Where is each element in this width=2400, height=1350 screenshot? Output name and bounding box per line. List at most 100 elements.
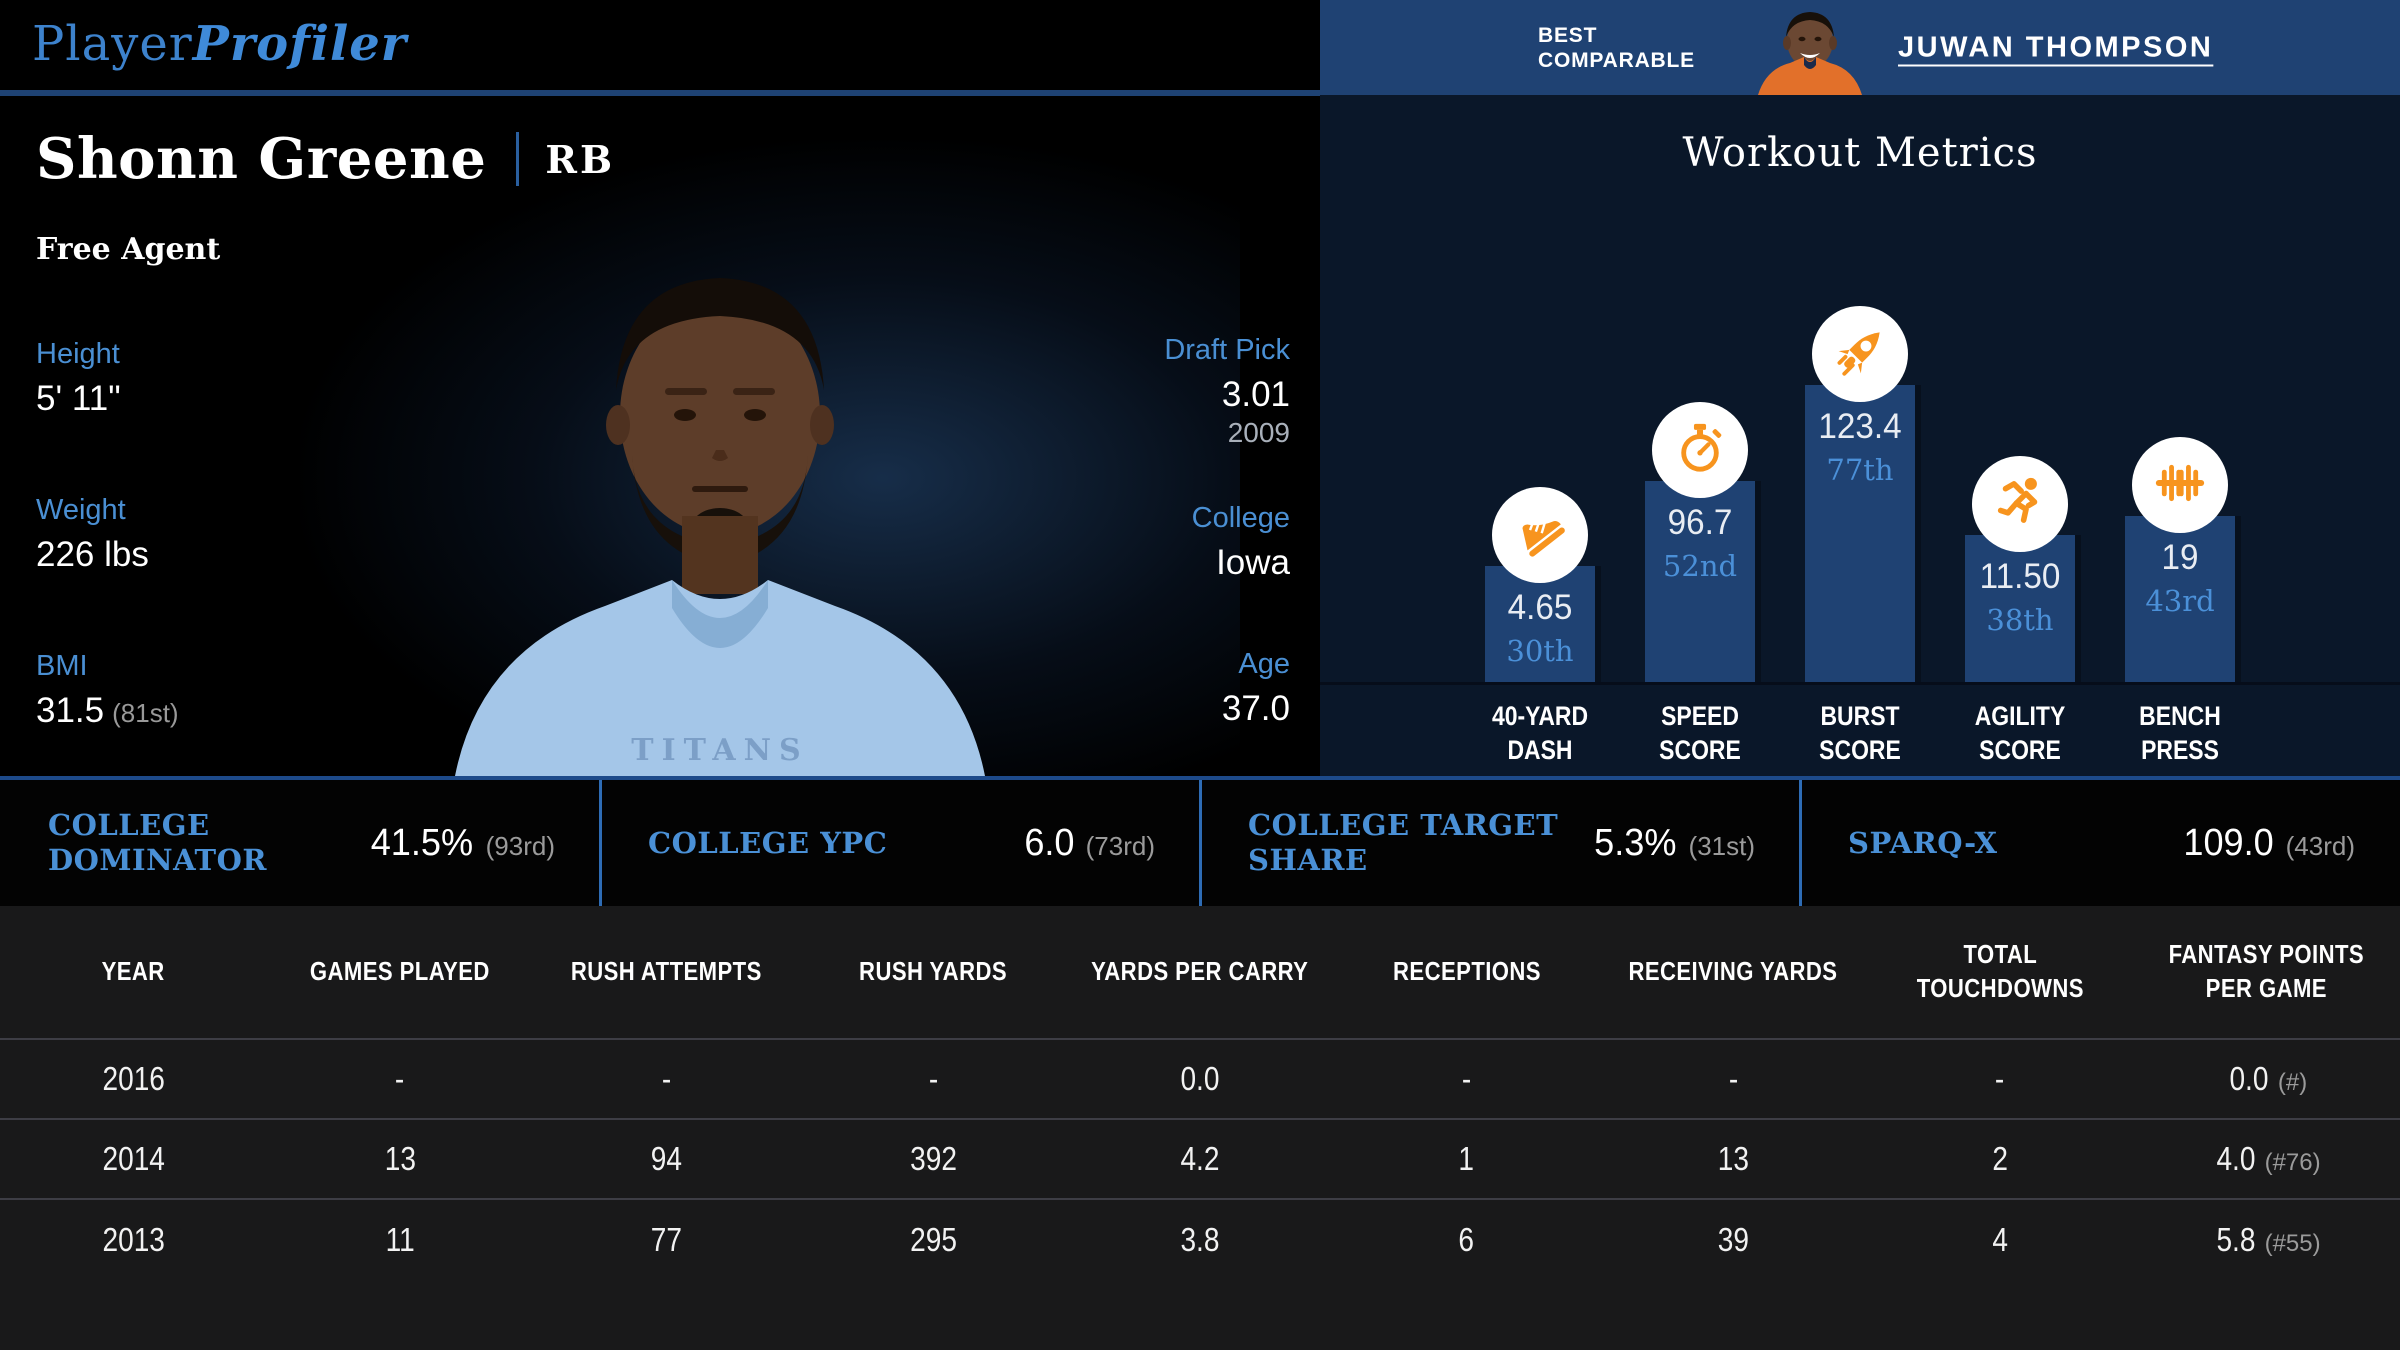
table-cell-text: 0.0 [1180, 1060, 1220, 1097]
runner-icon [1991, 473, 2049, 536]
college-metric-value: 41.5% [370, 821, 473, 864]
metric-group-burst-score: 123.4 77th [1780, 0, 1940, 682]
metric-group-speed-score: 96.7 52nd [1620, 0, 1780, 682]
stat-value: 31.5 (81st) [36, 691, 179, 730]
college-metric-rank: (73rd) [1085, 830, 1155, 861]
table-cell: 13 [1600, 1140, 1867, 1178]
table-cell-text: - [928, 1060, 938, 1097]
college-metric-label: COLLEGE YPC [648, 825, 888, 860]
player-headshot-illustration: TITANS [455, 278, 985, 776]
college-metric-valuewrap: 5.3% (31st) [1592, 822, 1755, 865]
stat-label: Draft Pick [1164, 334, 1290, 366]
stat-label: BMI [36, 650, 88, 682]
metric-percentile: 30th [1506, 634, 1574, 668]
metric-circle [1972, 456, 2068, 552]
stat-label: Age [1238, 648, 1290, 680]
college-metric-valuewrap: 6.0 (73rd) [1023, 822, 1155, 865]
table-cell: - [533, 1060, 800, 1098]
band-divider [599, 780, 602, 906]
band-divider [1199, 780, 1202, 906]
table-cell: 2013 [0, 1221, 267, 1259]
college-metric-value: 5.3% [1594, 821, 1677, 864]
table-header-cell: RECEPTIONS [1333, 955, 1600, 989]
metric-circle [1812, 306, 1908, 402]
table-header-text: GAMES PLAYED [310, 956, 490, 987]
college-metric-2: COLLEGE YPC 6.0 (73rd) [600, 780, 1200, 906]
logo-text-regular: Player [32, 16, 193, 72]
table-cell: 11 [267, 1221, 534, 1259]
workout-metrics-panel: BEST COMPARABLE JUWAN THOMPSON Workout M… [1320, 0, 2400, 776]
table-header-cell: GAMES PLAYED [267, 955, 534, 989]
stat-bmi: BMI 31.5 (81st) [36, 650, 179, 731]
college-metric-rank: (43rd) [2285, 830, 2355, 861]
metric-percentile: 77th [1826, 453, 1894, 487]
fantasy-points-rank: (#) [2277, 1069, 2308, 1096]
table-cell-text: - [661, 1060, 672, 1097]
table-cell-text: 13 [384, 1140, 416, 1177]
chart-axis-line [1320, 682, 2400, 685]
stat-label: College [1191, 502, 1290, 534]
metric-value: 96.7 [1667, 503, 1733, 542]
table-cell-text: 2 [1992, 1140, 2008, 1177]
college-metrics-band: COLLEGE DOMINATOR 41.5% (93rd) COLLEGE YPC 6… [0, 780, 2400, 906]
fantasy-points-value: 4.0 [2216, 1140, 2256, 1177]
metric-bar [1805, 385, 1915, 682]
logo-text-italic: Profiler [192, 16, 408, 72]
player-title-row: Shonn Greene RB [36, 126, 615, 192]
metric-value: 4.65 [1507, 588, 1573, 627]
table-row-2016: 2016 - - - 0.0 - - - 0.0 (#) [0, 1040, 2400, 1120]
table-cell-text: - [1995, 1060, 2005, 1097]
position-divider [516, 132, 520, 186]
table-header-text: FANTASY POINTS PER GAME [2168, 939, 2365, 1003]
stat-value: 5' 11" [36, 379, 121, 418]
metric-group-agility-score: 11.50 38th [1940, 0, 2100, 682]
player-headshot: TITANS [400, 220, 1040, 776]
table-cell-text: 3.8 [1180, 1221, 1220, 1258]
table-cell-text: 94 [651, 1140, 683, 1177]
table-cell-text: 2014 [102, 1140, 165, 1177]
season-stats-table: YEAR GAMES PLAYED RUSH ATTEMPTS RUSH YARDS Y… [0, 906, 2400, 1350]
stat-value: Iowa [1216, 543, 1290, 582]
table-cell: 13 [267, 1140, 534, 1178]
table-cell: 39 [1600, 1221, 1867, 1259]
comparable-headshot-illustration [1758, 12, 1862, 95]
player-profiler-logo[interactable]: PlayerProfiler [32, 16, 407, 72]
stat-label: Height [36, 338, 120, 370]
metric-circle [2132, 437, 2228, 533]
stat-age: Age 37.0 [990, 648, 1290, 729]
table-header-text: TOTAL TOUCHDOWNS [1916, 939, 2084, 1003]
section-divider [0, 776, 2400, 780]
college-metric-4: SPARQ-X 109.0 (43rd) [1800, 780, 2400, 906]
table-cell-text: 2016 [102, 1060, 165, 1097]
college-metric-label: SPARQ-X [1848, 825, 1998, 860]
stopwatch-icon [1671, 419, 1729, 482]
svg-text:TITANS: TITANS [631, 733, 808, 768]
table-cell: 4 [1867, 1221, 2134, 1259]
college-metric-rank: (31st) [1688, 830, 1755, 861]
table-cell: 4.2 [1067, 1140, 1334, 1178]
metric-circle [1652, 402, 1748, 498]
table-cell-fantasy: 4.0 (#76) [2133, 1140, 2400, 1178]
stat-rank: (81st) [112, 698, 179, 728]
table-cell-fantasy: 0.0 (#) [2133, 1060, 2400, 1098]
table-header-text: YARDS PER CARRY [1091, 956, 1309, 987]
table-header-row: YEAR GAMES PLAYED RUSH ATTEMPTS RUSH YARDS Y… [0, 906, 2400, 1040]
table-header-text: RUSH YARDS [859, 956, 1008, 987]
table-cell-text: 11 [385, 1221, 415, 1258]
metric-group-bench-press: 19 43rd [2100, 0, 2260, 682]
metric-bar [1485, 566, 1595, 682]
metric-value: 123.4 [1818, 407, 1902, 446]
table-cell-text: - [1728, 1060, 1738, 1097]
table-row-2013: 2013 11 77 295 3.8 6 39 4 5.8 (#55) [0, 1200, 2400, 1280]
table-cell: 6 [1333, 1221, 1600, 1259]
college-metric-value: 109.0 [2182, 821, 2274, 864]
college-metric-1: COLLEGE DOMINATOR 41.5% (93rd) [0, 780, 600, 906]
table-cell: 2016 [0, 1060, 267, 1098]
college-metric-3: COLLEGE TARGET SHARE 5.3% (31st) [1200, 780, 1800, 906]
table-cell-text: 13 [1717, 1140, 1749, 1177]
stat-college: College Iowa [990, 502, 1290, 583]
workout-metrics-title: Workout Metrics [1682, 130, 2038, 176]
comparable-player-link[interactable]: JUWAN THOMPSON [1898, 31, 2214, 63]
fantasy-points-value: 5.8 [2216, 1221, 2256, 1258]
